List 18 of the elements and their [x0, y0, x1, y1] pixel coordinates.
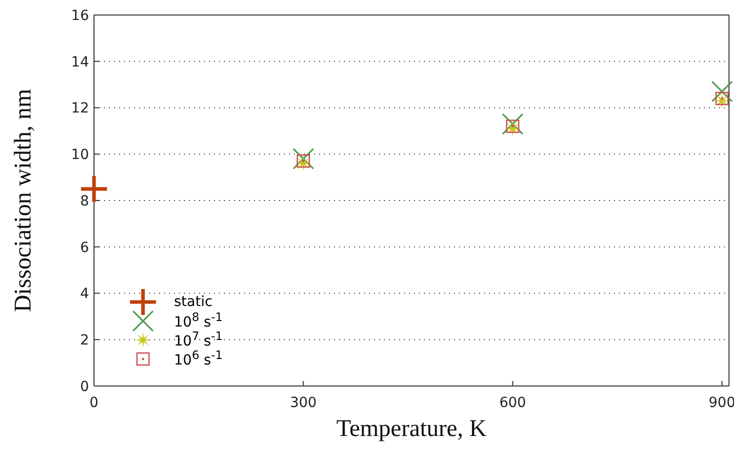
y-tick-label: 6	[80, 240, 90, 256]
y-tick-label: 12	[71, 100, 89, 117]
legend-label: 10$^{6}$ s$^{-1}$	[174, 348, 223, 369]
x-axis-title: Temperature, K	[336, 416, 488, 442]
y-tick-label: 2	[80, 332, 89, 349]
x-tick-label: 300	[290, 394, 317, 411]
y-tick-label: 4	[80, 286, 90, 302]
y-tick-label: 0	[80, 378, 89, 395]
legend-label: 10$^{7}$ s$^{-1}$	[174, 329, 223, 350]
x-tick-label: 900	[708, 394, 736, 411]
y-axis-title: Dissociation width, nm	[10, 88, 37, 312]
y-tick-label: 14	[71, 54, 90, 70]
y-tick-label: 8	[80, 193, 89, 210]
legend-label: static	[174, 294, 212, 310]
y-tick-label: 16	[71, 8, 90, 24]
legend-label: 10$^{8}$ s$^{-1}$	[174, 310, 223, 331]
x-tick-label: 600	[499, 394, 526, 411]
y-tick-label: 10	[71, 147, 89, 164]
